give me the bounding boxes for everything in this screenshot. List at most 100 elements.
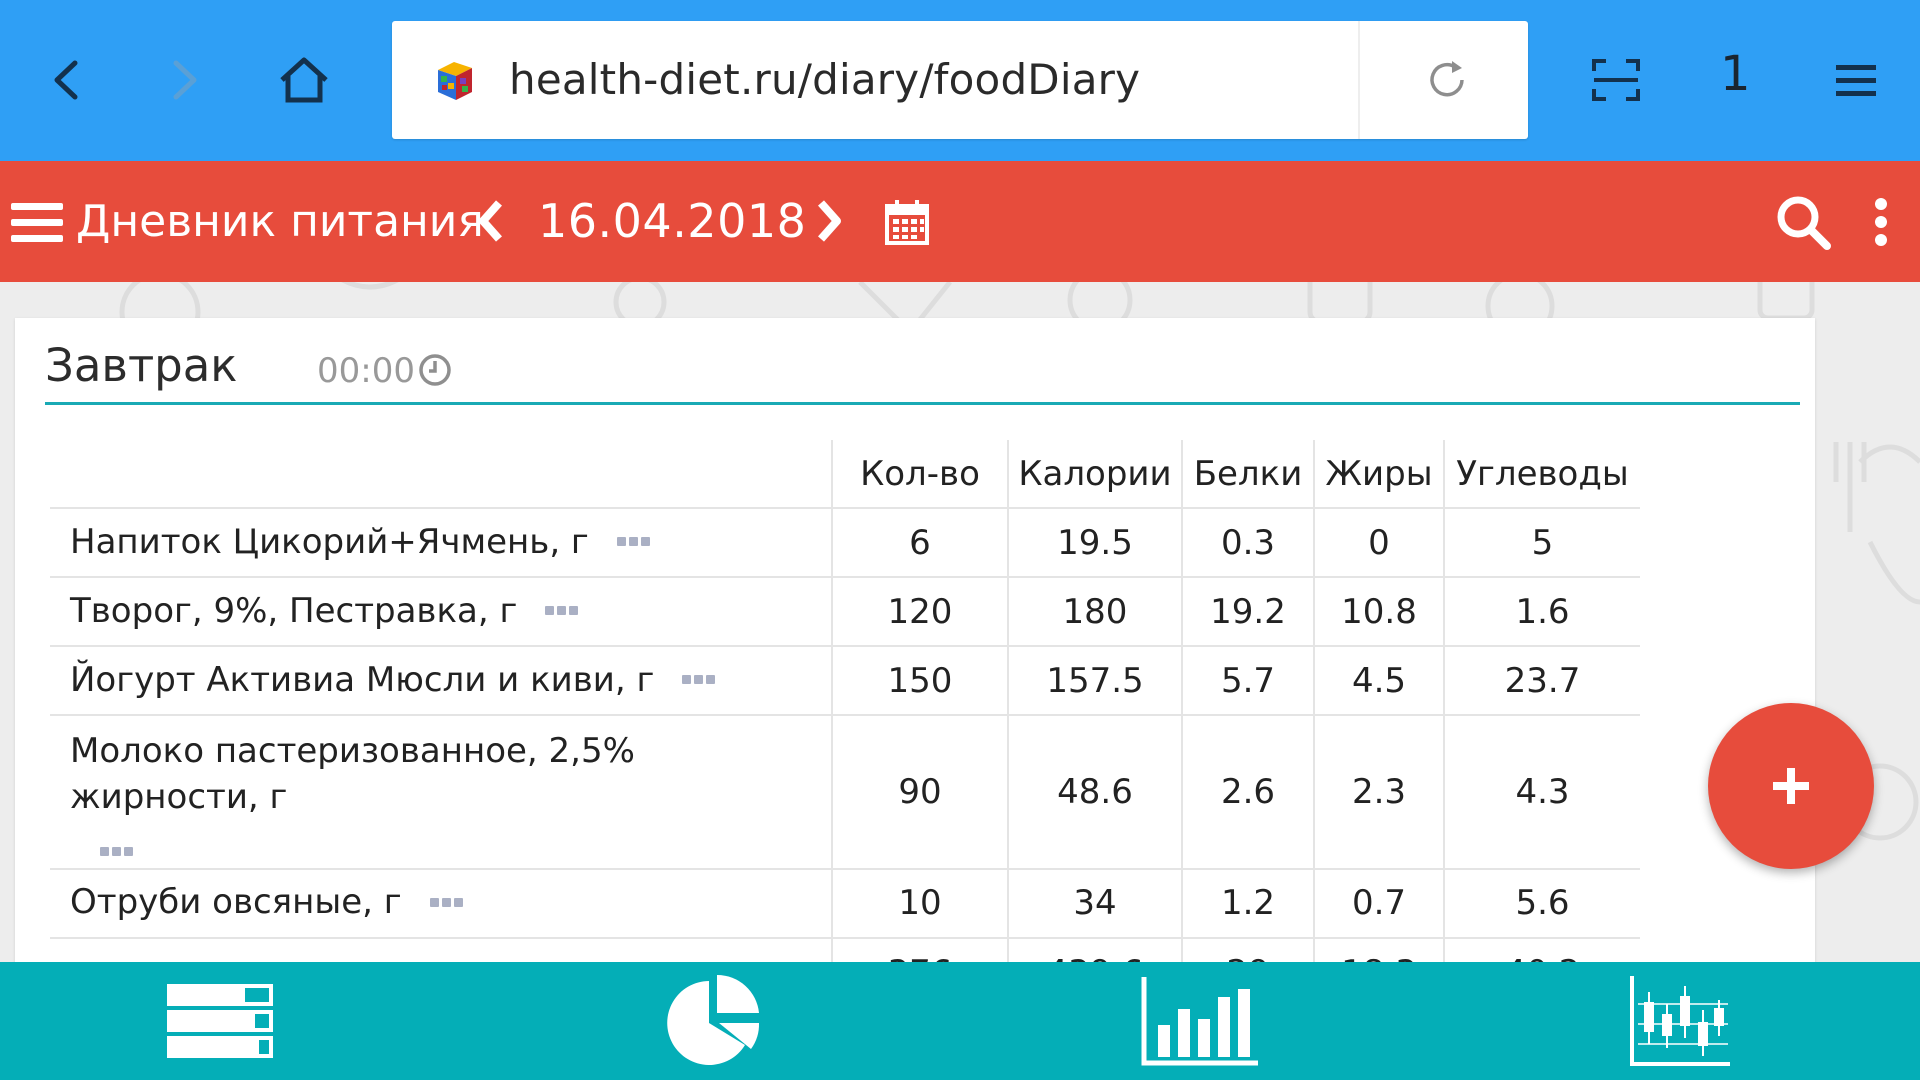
- protein-cell: 2.6: [1181, 715, 1314, 869]
- food-name-cell[interactable]: Йогурт Активиа Мюсли и киви, г: [50, 646, 832, 715]
- table-row[interactable]: Отруби овсяные, г 10 34 1.2 0.7 5.6: [50, 868, 1640, 938]
- app-header: Дневник питания 16.04.2018: [0, 161, 1920, 282]
- chevron-left-icon: [479, 200, 502, 242]
- protein-cell: 0.3: [1181, 508, 1314, 577]
- bar-chart-icon: [1141, 977, 1258, 1066]
- nav-pie-stats[interactable]: [650, 962, 780, 1080]
- column-header-name: [50, 440, 832, 508]
- app-menu-button[interactable]: [10, 199, 64, 247]
- qty-cell[interactable]: 90: [831, 715, 1008, 869]
- column-header-protein: Белки: [1181, 440, 1314, 508]
- forward-button[interactable]: [144, 40, 224, 120]
- food-name: Молоко пастеризованное, 2,5% жирности, г: [70, 731, 635, 817]
- diary-list-icon: [167, 984, 273, 1058]
- forward-icon: [173, 60, 197, 100]
- table-header-row: Кол-во Калории Белки Жиры Углеводы: [50, 440, 1640, 508]
- home-button[interactable]: [264, 40, 344, 120]
- meal-title-underline: [45, 402, 1800, 405]
- calendar-icon: [885, 200, 929, 245]
- prev-date-button[interactable]: [470, 196, 510, 246]
- carbs-cell: 1.6: [1443, 577, 1640, 646]
- table-row[interactable]: Молоко пастеризованное, 2,5% жирности, г…: [50, 715, 1640, 869]
- address-bar[interactable]: health-diet.ru/diary/foodDiary: [392, 21, 1528, 139]
- qty-cell[interactable]: 6: [831, 508, 1008, 577]
- page-title: Дневник питания: [76, 196, 484, 247]
- more-dots-icon[interactable]: [429, 873, 466, 919]
- food-name: Отруби овсяные, г: [70, 882, 402, 923]
- food-name: Напиток Цикорий+Ячмень, г: [70, 521, 589, 562]
- calendar-button[interactable]: [884, 199, 930, 245]
- pie-chart-icon: [667, 974, 760, 1065]
- protein-cell: 5.7: [1181, 646, 1314, 715]
- food-name: Йогурт Активиа Мюсли и киви, г: [70, 659, 655, 700]
- url-divider: [1358, 21, 1360, 139]
- more-dots-icon[interactable]: [682, 650, 718, 696]
- carbs-cell: 4.3: [1443, 715, 1640, 869]
- current-date[interactable]: 16.04.2018: [538, 194, 807, 248]
- fat-cell: 10.8: [1313, 577, 1444, 646]
- table-row[interactable]: Напиток Цикорий+Ячмень, г 6 19.5 0.3 0 5: [50, 508, 1640, 577]
- food-table: Кол-во Калории Белки Жиры Углеводы Напит…: [50, 440, 1640, 978]
- back-button[interactable]: [27, 40, 107, 120]
- site-favicon-icon: [438, 62, 472, 100]
- search-button[interactable]: [1774, 193, 1832, 251]
- candlestick-chart-icon: [1630, 976, 1730, 1066]
- food-name-cell[interactable]: Творог, 9%, Пестравка, г: [50, 577, 832, 646]
- nav-candle-stats[interactable]: [1620, 962, 1740, 1080]
- plus-icon: [1773, 768, 1809, 804]
- menu-icon: [1836, 65, 1876, 96]
- qty-cell[interactable]: 150: [831, 646, 1008, 715]
- fullscreen-icon: [1592, 59, 1640, 101]
- meal-title: Завтрак: [45, 339, 238, 392]
- carbs-cell: 5.6: [1443, 868, 1640, 938]
- more-dots-icon[interactable]: [100, 822, 136, 868]
- back-icon: [54, 60, 78, 100]
- meal-card: Завтрак 00:00 Кол-во Калории Белки Жиры …: [15, 318, 1815, 978]
- protein-cell: 19.2: [1181, 577, 1314, 646]
- chevron-right-icon: [818, 200, 841, 242]
- food-name-cell[interactable]: Отруби овсяные, г: [50, 869, 832, 938]
- hamburger-icon: [11, 203, 63, 242]
- browser-menu-button[interactable]: [1816, 40, 1896, 120]
- fat-cell: 4.5: [1313, 646, 1444, 715]
- qty-cell[interactable]: 10: [831, 868, 1008, 938]
- column-header-fat: Жиры: [1313, 440, 1444, 508]
- column-header-carbs: Углеводы: [1443, 440, 1640, 508]
- carbs-cell: 5: [1443, 508, 1640, 577]
- fat-cell: 0.7: [1313, 868, 1444, 938]
- carbs-cell: 23.7: [1443, 646, 1640, 715]
- nav-bar-stats[interactable]: [1130, 962, 1270, 1080]
- qty-cell[interactable]: 120: [831, 577, 1008, 646]
- column-header-calories: Калории: [1007, 440, 1182, 508]
- clock-icon[interactable]: [418, 353, 452, 387]
- food-name: Творог, 9%, Пестравка, г: [70, 590, 518, 631]
- more-vertical-icon: [1875, 198, 1887, 246]
- more-dots-icon[interactable]: [545, 581, 581, 627]
- next-date-button[interactable]: [810, 196, 850, 246]
- tab-count[interactable]: 1: [1720, 46, 1751, 102]
- calories-cell: 34: [1007, 868, 1182, 938]
- table-row[interactable]: Творог, 9%, Пестравка, г 120 180 19.2 10…: [50, 577, 1640, 646]
- bottom-navigation: [0, 962, 1920, 1080]
- fullscreen-button[interactable]: [1576, 40, 1656, 120]
- more-options-button[interactable]: [1868, 196, 1894, 248]
- calories-cell: 180: [1007, 577, 1182, 646]
- food-name-cell[interactable]: Напиток Цикорий+Ячмень, г: [50, 508, 832, 577]
- protein-cell: 1.2: [1181, 868, 1314, 938]
- add-food-button[interactable]: [1708, 703, 1874, 869]
- meal-time[interactable]: 00:00: [317, 351, 415, 391]
- food-name-cell[interactable]: Молоко пастеризованное, 2,5% жирности, г: [50, 715, 832, 869]
- url-text[interactable]: health-diet.ru/diary/foodDiary: [509, 55, 1141, 104]
- calories-cell: 19.5: [1007, 508, 1182, 577]
- fat-cell: 2.3: [1313, 715, 1444, 869]
- nav-diary[interactable]: [150, 962, 290, 1080]
- search-icon: [1777, 196, 1831, 250]
- column-header-qty: Кол-во: [831, 440, 1008, 508]
- reload-icon[interactable]: [1422, 55, 1472, 105]
- home-icon: [280, 57, 328, 103]
- browser-toolbar: health-diet.ru/diary/foodDiary 1: [0, 0, 1920, 161]
- more-dots-icon[interactable]: [616, 512, 653, 558]
- fat-cell: 0: [1313, 508, 1444, 577]
- table-row[interactable]: Йогурт Активиа Мюсли и киви, г 150 157.5…: [50, 646, 1640, 715]
- calories-cell: 48.6: [1007, 715, 1182, 869]
